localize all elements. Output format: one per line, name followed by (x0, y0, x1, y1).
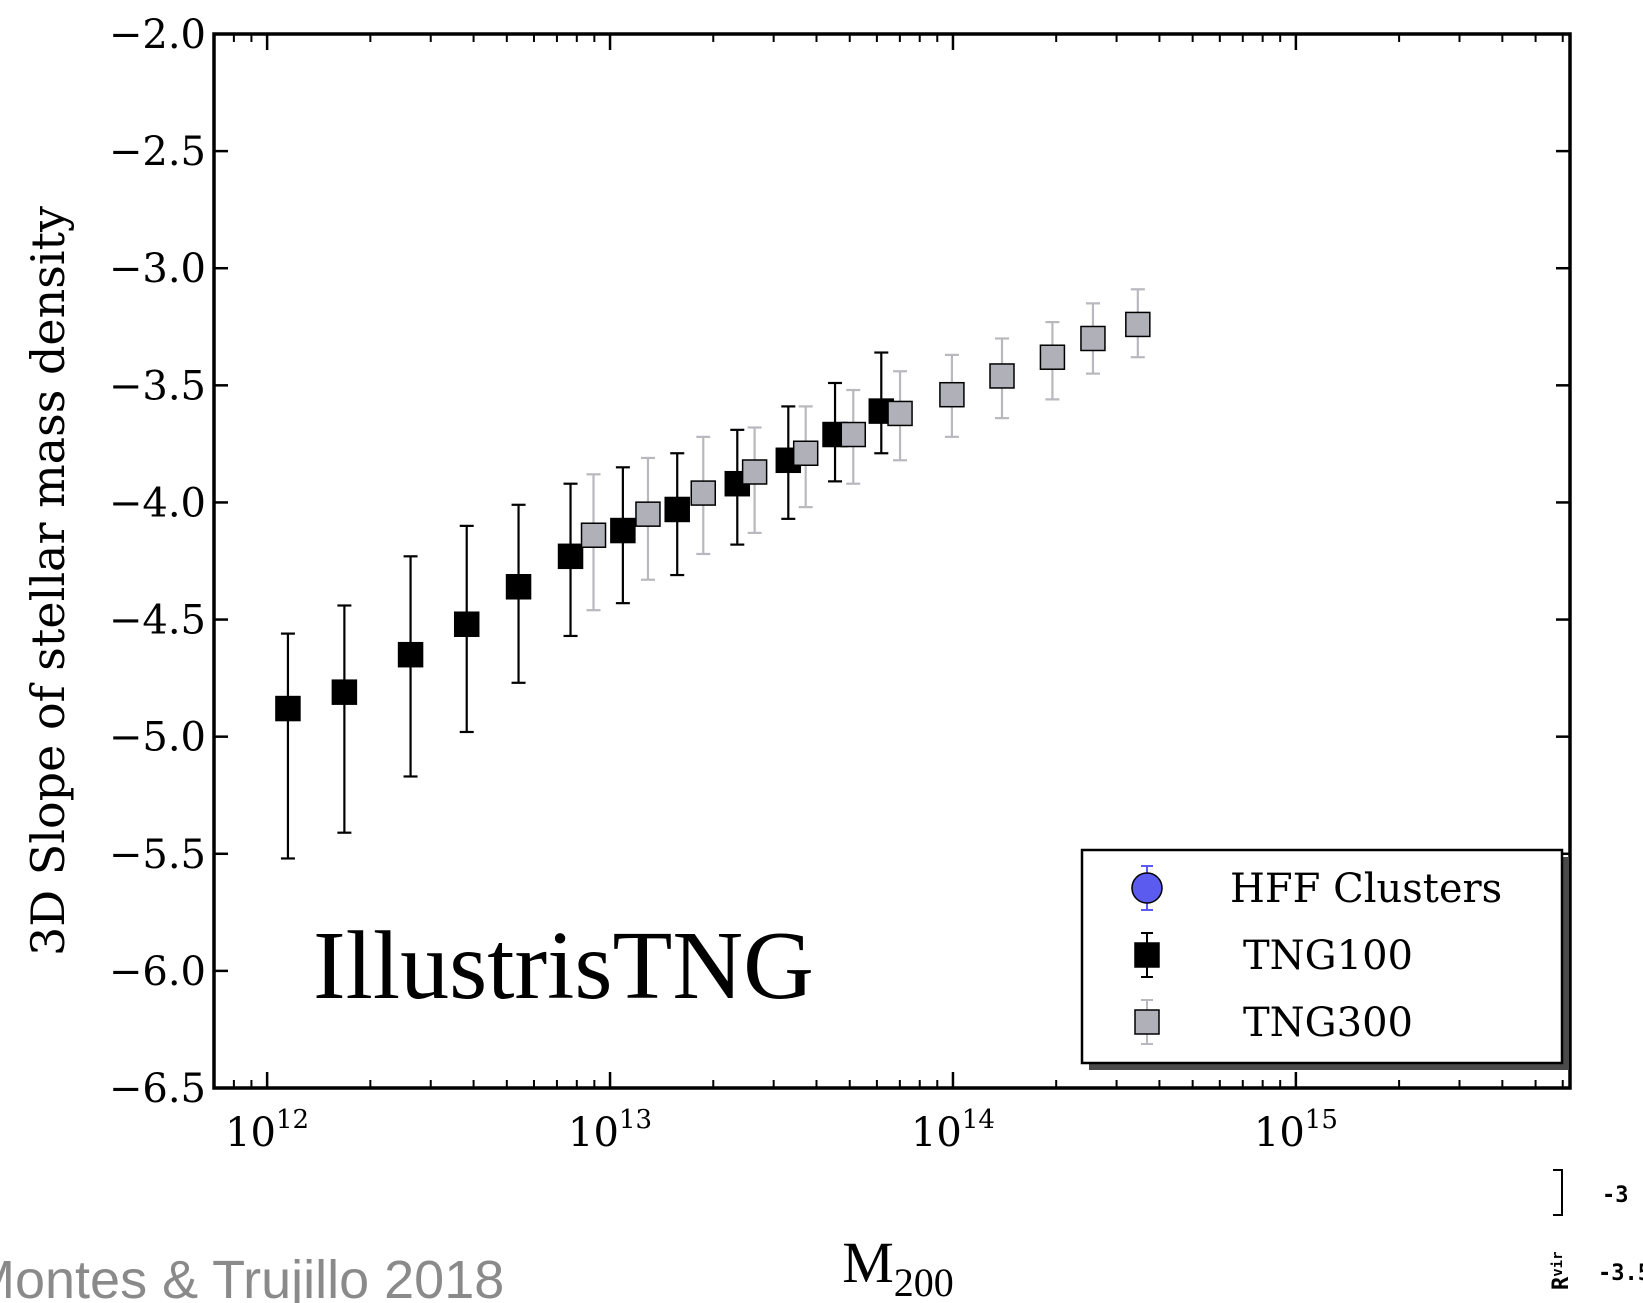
x-tick-label-base: 10 (911, 1110, 962, 1156)
data-point (275, 695, 301, 722)
legend-entry: HFF Clusters (1131, 865, 1502, 912)
legend: HFF Clusters TNG100 TNG300 (1080, 848, 1569, 1070)
y-tick-label: −4.5 (109, 598, 206, 644)
data-point (1080, 325, 1106, 352)
data-point (557, 543, 584, 570)
data-point (453, 611, 480, 637)
x-tick-label-base: 10 (1254, 1110, 1305, 1156)
legend-marker-circle (1131, 872, 1163, 904)
legend-entry: TNG100 (1134, 932, 1413, 979)
x-tick-label: 1013 (568, 1105, 652, 1156)
data-point (580, 522, 607, 548)
y-axis-label: 3D Slope of stellar mass density (21, 206, 75, 956)
legend-marker-square (1134, 1009, 1160, 1035)
x-tick-label: 1014 (911, 1105, 995, 1156)
data-point (840, 421, 867, 448)
x-axis-label-main: M (842, 1230, 894, 1295)
legend-marker-square (1134, 942, 1160, 968)
x-tick-label: 1012 (225, 1105, 309, 1156)
y-tick-label: −5.0 (109, 715, 206, 761)
x-axis-label: M200 (842, 1230, 954, 1303)
y-tick-label: −5.5 (109, 832, 206, 878)
x-tick-label: 1015 (1254, 1105, 1338, 1156)
credit-text: Montes & Trujillo 2018 (0, 1250, 504, 1303)
legend-label: TNG300 (1243, 1000, 1413, 1046)
x-tick-label-exponent: 14 (962, 1105, 995, 1135)
data-point (989, 363, 1015, 389)
y-tick-label: −6.5 (109, 1066, 206, 1112)
data-point (610, 517, 636, 544)
data-point (664, 496, 690, 523)
x-tick-label-exponent: 13 (619, 1105, 652, 1135)
data-point (1125, 311, 1151, 338)
legend-entry: TNG300 (1134, 999, 1413, 1046)
x-tick-label-base: 10 (225, 1110, 276, 1156)
y-axis-ticks: −2.0 −2.5 −3.0 −3.5 −4.0 −4.5 −5.0 −5.5 −6.0 −6.5 (109, 12, 1570, 1112)
data-point (505, 574, 532, 600)
data-series (275, 288, 1151, 860)
y-tick-label: −4.0 (109, 480, 206, 526)
data-point (792, 440, 819, 467)
legend-label: HFF Clusters (1230, 866, 1502, 912)
series-tng300 (580, 288, 1151, 612)
fragment-bracket (1553, 1169, 1563, 1216)
data-point (939, 381, 965, 408)
overlay-fragment: -3 -3.5 Rvir (1549, 1169, 1643, 1290)
data-point (397, 641, 424, 668)
x-tick-label-exponent: 15 (1305, 1105, 1338, 1135)
fragment-tick-b: -3.5 (1598, 1261, 1643, 1286)
y-tick-label: −6.0 (109, 949, 206, 995)
legend-label: TNG100 (1243, 933, 1413, 979)
y-tick-label: −2.0 (109, 12, 206, 58)
fragment-axis-label: Rvir (1549, 1251, 1574, 1290)
plot-frame (212, 32, 1572, 1090)
data-point (887, 400, 913, 427)
x-axis-label-subscript: 200 (894, 1260, 954, 1303)
panel-label: IllustrisTNG (313, 912, 814, 1020)
fragment-tick-a: -3 (1602, 1183, 1629, 1208)
data-point (690, 480, 717, 506)
x-tick-label-exponent: 12 (276, 1105, 309, 1135)
data-point (635, 501, 661, 527)
data-point (331, 679, 358, 705)
y-tick-label: −3.0 (109, 246, 206, 292)
x-tick-label-base: 10 (568, 1110, 619, 1156)
data-point (741, 459, 768, 485)
data-point (1039, 344, 1066, 370)
y-tick-label: −2.5 (109, 129, 206, 175)
y-tick-label: −3.5 (109, 363, 206, 409)
